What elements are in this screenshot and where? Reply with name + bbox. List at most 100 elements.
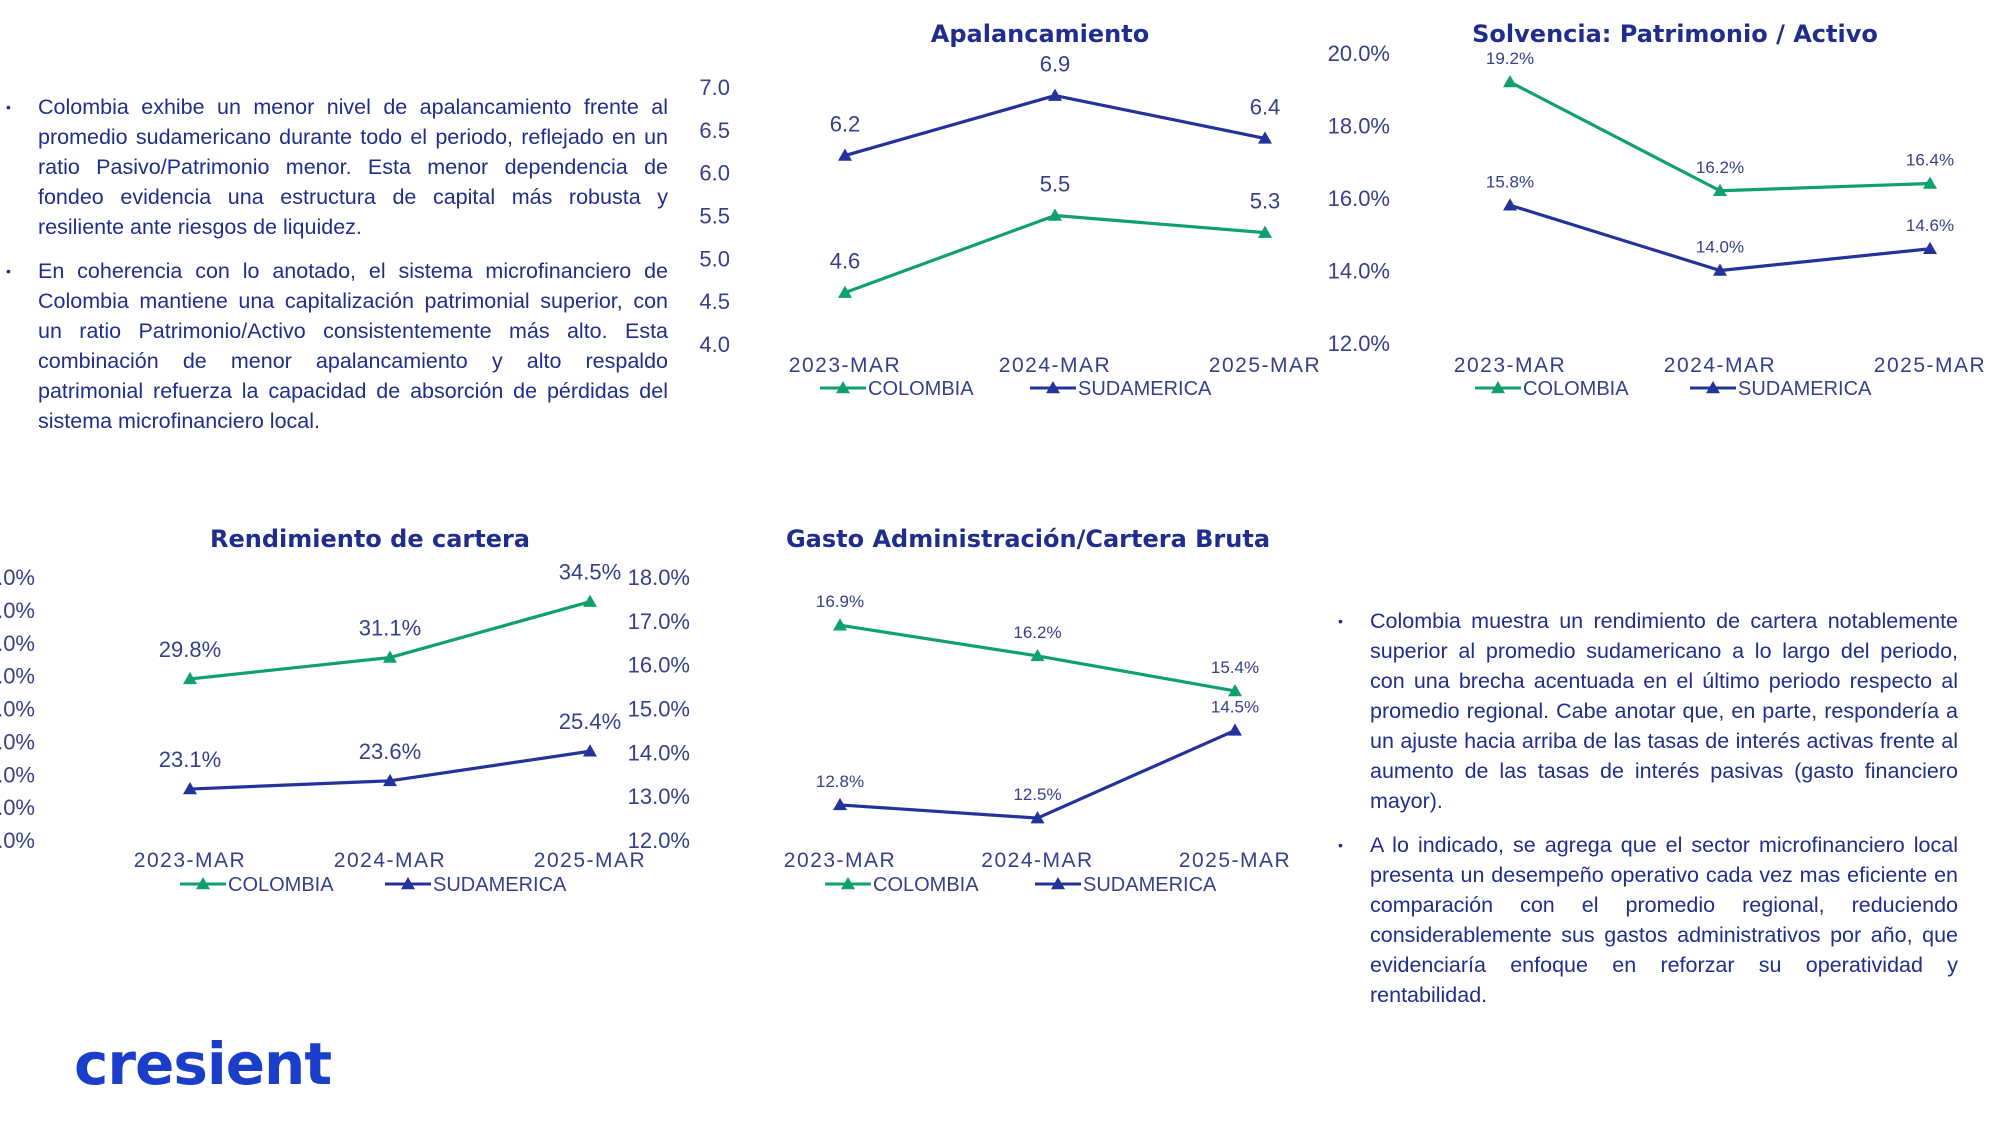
data-label: 14.6% [1906, 216, 1954, 235]
data-label: 16.4% [1906, 151, 1954, 170]
data-label: 29.8% [159, 637, 221, 662]
data-point-marker [1228, 723, 1242, 736]
bullet-icon: • [6, 263, 11, 279]
y-tick-label: 36.0% [0, 565, 35, 590]
y-tick-label: 22.0% [0, 795, 35, 820]
data-point-marker [1503, 198, 1517, 211]
bullet-icon: • [1338, 837, 1343, 853]
chart-title: Solvencia: Patrimonio / Activo [1472, 20, 1878, 48]
data-label: 14.0% [1696, 238, 1744, 257]
legend-label: COLOMBIA [873, 874, 979, 896]
data-point-marker [383, 650, 397, 663]
legend-label: SUDAMERICA [1083, 874, 1217, 896]
legend-marker [1046, 381, 1060, 394]
x-tick-label: 2025-MAR [534, 849, 646, 872]
y-tick-label: 20.0% [1328, 41, 1390, 66]
y-tick-label: 6.0 [699, 161, 730, 186]
y-tick-label: 20.0% [0, 828, 35, 853]
data-label: 16.2% [1013, 623, 1061, 642]
y-tick-label: 24.0% [0, 762, 35, 787]
data-label: 12.5% [1013, 785, 1061, 804]
data-label: 6.9 [1040, 52, 1071, 77]
x-tick-label: 2024-MAR [981, 849, 1093, 872]
x-tick-label: 2025-MAR [1179, 849, 1291, 872]
data-point-marker [1258, 131, 1272, 144]
y-tick-label: 6.5 [699, 118, 730, 143]
x-tick-label: 2023-MAR [1454, 354, 1566, 377]
legend-marker [836, 381, 850, 394]
bullet-text: Colombia muestra un rendimiento de carte… [1370, 609, 1958, 813]
bullet-item: • En coherencia con lo anotado, el siste… [6, 256, 668, 436]
y-tick-label: 13.0% [628, 784, 690, 809]
x-tick-label: 2024-MAR [334, 849, 446, 872]
legend-label: SUDAMERICA [1078, 378, 1212, 400]
y-tick-label: 34.0% [0, 598, 35, 623]
legend-label: SUDAMERICA [433, 874, 567, 896]
data-point-marker [583, 744, 597, 757]
legend-marker [401, 877, 415, 890]
series-line-colombia [844, 213, 1266, 295]
data-point-marker [1923, 241, 1937, 254]
data-label: 6.2 [830, 112, 861, 137]
data-point-marker [838, 285, 852, 298]
series-line-sudamerica [839, 728, 1236, 820]
data-point-marker [183, 671, 197, 685]
x-tick-label: 2024-MAR [1664, 354, 1776, 377]
data-point-marker [833, 797, 847, 811]
data-point-marker [833, 618, 847, 631]
data-label: 15.8% [1486, 172, 1534, 191]
data-point-marker [1503, 75, 1517, 88]
chart-apalancamiento: Apalancamiento 4.0 4.5 5.0 5.5 6.0 6.5 7.0 2023-… [699, 20, 1319, 400]
y-tick-label: 7.0 [699, 75, 730, 100]
y-tick-label: 14.0% [1328, 259, 1390, 284]
data-point-marker [1030, 811, 1045, 824]
data-point-marker [838, 148, 852, 161]
data-label: 34.5% [559, 560, 621, 585]
legend-label: COLOMBIA [868, 378, 974, 400]
chart-rendimiento: Rendimiento de cartera 20.0% 22.0% 24.0% 26.… [0, 525, 646, 896]
data-label: 25.4% [559, 709, 621, 734]
data-point-marker [583, 594, 597, 607]
data-label: 14.5% [1211, 697, 1259, 716]
chart-title: Apalancamiento [931, 20, 1149, 48]
x-tick-label: 2023-MAR [784, 849, 896, 872]
x-tick-label: 2025-MAR [1874, 354, 1986, 377]
legend-marker [1706, 381, 1720, 394]
chart-gasto: Gasto Administración/Cartera Bruta 12.0% 1… [628, 525, 1291, 896]
bullet-icon: • [6, 99, 11, 115]
y-tick-label: 18.0% [1328, 114, 1390, 139]
legend-label: COLOMBIA [228, 874, 334, 896]
data-point-marker [1228, 683, 1242, 697]
data-label: 6.4 [1250, 94, 1281, 119]
bullet-text: Colombia exhibe un menor nivel de apalan… [38, 95, 668, 239]
y-tick-label: 4.0 [699, 332, 730, 357]
data-point-marker [1258, 225, 1272, 238]
legend-marker [841, 877, 855, 890]
y-tick-label: 4.5 [699, 289, 730, 314]
data-point-marker [383, 773, 397, 787]
y-tick-label: 12.0% [1328, 331, 1390, 356]
bullet-text: En coherencia con lo anotado, el sistema… [38, 259, 668, 433]
legend-label: COLOMBIA [1523, 378, 1629, 400]
legend-label: SUDAMERICA [1738, 378, 1872, 400]
legend-marker [1491, 381, 1505, 394]
y-tick-label: 14.0% [628, 740, 690, 765]
x-tick-label: 2023-MAR [789, 354, 901, 377]
bullet-item: • A lo indicado, se agrega que el sector… [1338, 830, 1958, 1010]
data-label: 4.6 [830, 249, 861, 274]
y-tick-label: 26.0% [0, 729, 35, 754]
data-point-marker [183, 782, 197, 795]
data-label: 12.8% [816, 772, 864, 791]
cresient-logo: cresient [74, 1030, 332, 1098]
data-label: 15.4% [1211, 658, 1259, 677]
bullet-text: A lo indicado, se agrega que el sector m… [1370, 833, 1958, 1007]
data-label: 5.5 [1040, 172, 1071, 197]
y-tick-label: 16.0% [628, 653, 690, 678]
legend-marker [1051, 877, 1065, 890]
data-label: 23.6% [359, 739, 421, 764]
legend-marker [196, 877, 210, 890]
bullet-item: • Colombia muestra un rendimiento de car… [1338, 606, 1958, 816]
series-line-sudamerica [844, 93, 1266, 158]
data-point-marker [1048, 88, 1062, 101]
data-point-marker [1713, 183, 1727, 196]
